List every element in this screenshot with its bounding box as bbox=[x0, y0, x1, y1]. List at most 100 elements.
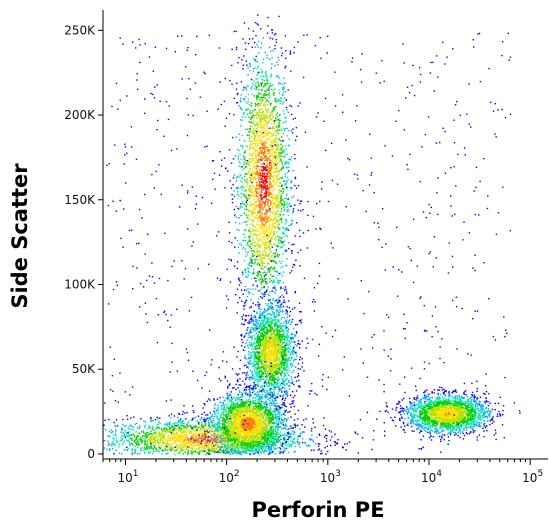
data-point bbox=[255, 230, 257, 232]
data-point bbox=[244, 301, 247, 303]
data-point bbox=[274, 339, 276, 342]
data-point bbox=[272, 197, 274, 199]
data-point bbox=[278, 299, 281, 301]
data-point bbox=[267, 351, 269, 353]
data-point bbox=[252, 374, 255, 376]
data-point bbox=[268, 368, 270, 370]
data-point bbox=[263, 155, 266, 158]
data-point bbox=[269, 331, 272, 333]
data-point bbox=[269, 185, 271, 188]
data-point bbox=[275, 359, 277, 361]
data-point bbox=[248, 172, 250, 174]
data-point bbox=[280, 287, 282, 290]
data-point bbox=[261, 181, 263, 183]
data-point bbox=[264, 175, 266, 177]
data-point bbox=[260, 369, 262, 371]
data-point bbox=[258, 250, 260, 252]
data-point bbox=[276, 181, 278, 183]
data-point bbox=[278, 203, 281, 205]
data-point bbox=[300, 319, 302, 321]
data-point bbox=[277, 148, 279, 150]
data-point bbox=[243, 212, 246, 215]
data-point bbox=[246, 339, 248, 342]
data-point bbox=[270, 161, 272, 163]
data-point bbox=[260, 267, 262, 269]
data-point bbox=[260, 317, 263, 319]
data-point bbox=[257, 371, 259, 374]
data-point bbox=[250, 357, 252, 359]
data-point bbox=[262, 218, 265, 220]
data-point bbox=[257, 343, 259, 345]
data-point bbox=[261, 221, 264, 223]
data-point bbox=[286, 393, 288, 395]
data-point bbox=[268, 330, 270, 333]
data-point bbox=[275, 383, 277, 385]
data-point bbox=[271, 255, 273, 257]
data-point bbox=[266, 138, 268, 140]
data-point bbox=[254, 328, 257, 330]
data-point bbox=[256, 204, 258, 207]
data-point bbox=[293, 327, 295, 330]
data-point bbox=[254, 151, 256, 153]
data-point bbox=[281, 294, 283, 296]
data-point bbox=[260, 146, 262, 149]
data-point bbox=[282, 359, 284, 361]
data-point bbox=[248, 229, 250, 232]
data-point bbox=[270, 243, 272, 245]
data-point bbox=[286, 362, 288, 364]
data-point bbox=[261, 129, 263, 131]
data-point bbox=[448, 392, 450, 394]
data-point bbox=[285, 359, 287, 362]
data-point bbox=[258, 216, 260, 218]
data-point bbox=[271, 29, 274, 31]
data-point bbox=[272, 376, 274, 378]
data-point bbox=[274, 98, 276, 100]
data-point bbox=[266, 373, 268, 375]
data-point bbox=[226, 295, 228, 297]
data-point bbox=[255, 150, 257, 152]
data-point bbox=[240, 186, 243, 188]
data-point bbox=[273, 336, 275, 338]
data-point bbox=[279, 347, 281, 349]
data-point bbox=[249, 329, 252, 332]
data-point bbox=[470, 422, 472, 424]
data-point bbox=[249, 257, 251, 259]
data-point bbox=[263, 117, 266, 120]
data-point bbox=[266, 127, 268, 129]
data-point bbox=[297, 340, 300, 342]
data-point bbox=[256, 212, 258, 215]
data-point bbox=[256, 312, 258, 315]
data-point bbox=[244, 150, 246, 152]
data-point bbox=[273, 353, 275, 355]
data-point bbox=[292, 212, 294, 214]
data-point bbox=[275, 289, 277, 292]
data-point bbox=[261, 361, 263, 363]
data-point bbox=[283, 349, 285, 351]
data-point bbox=[270, 372, 272, 375]
data-point bbox=[284, 161, 286, 164]
data-point bbox=[238, 195, 240, 197]
data-point bbox=[264, 243, 266, 245]
data-point bbox=[275, 162, 277, 165]
data-point bbox=[275, 134, 277, 136]
data-point bbox=[287, 344, 289, 346]
data-point bbox=[251, 194, 253, 197]
data-point bbox=[262, 351, 264, 353]
data-point bbox=[270, 259, 272, 261]
data-point bbox=[278, 405, 280, 407]
data-point bbox=[259, 303, 261, 306]
data-point bbox=[452, 427, 454, 429]
data-point bbox=[254, 139, 256, 141]
data-point bbox=[243, 365, 246, 367]
data-point bbox=[262, 253, 264, 255]
data-point bbox=[274, 202, 277, 204]
data-point bbox=[267, 129, 270, 131]
data-point bbox=[263, 93, 265, 95]
data-point bbox=[269, 329, 271, 331]
data-point bbox=[268, 86, 271, 88]
data-point bbox=[232, 136, 234, 139]
data-point bbox=[290, 382, 292, 384]
data-point bbox=[263, 239, 265, 241]
data-point bbox=[259, 138, 261, 140]
data-point bbox=[241, 59, 243, 61]
